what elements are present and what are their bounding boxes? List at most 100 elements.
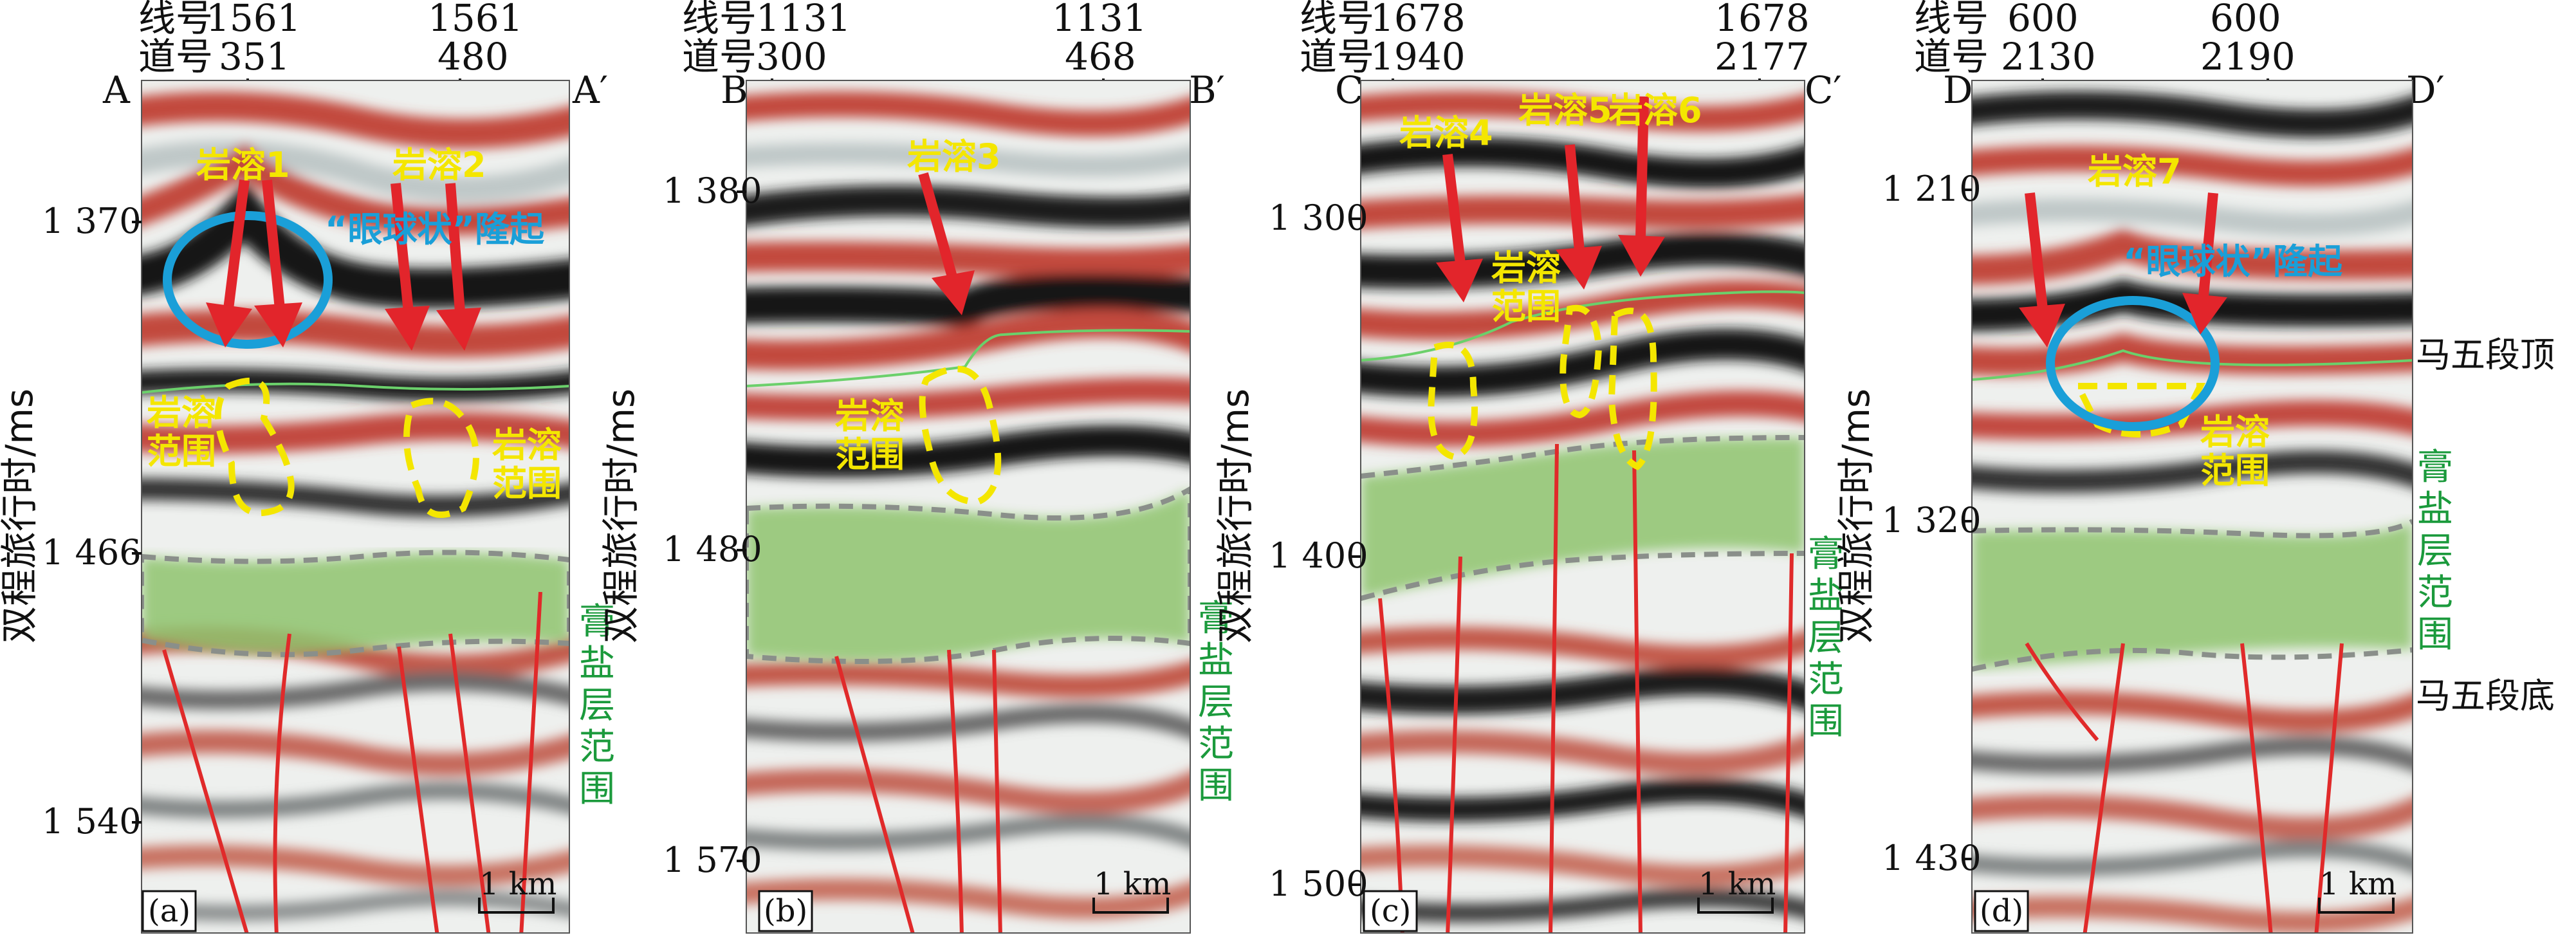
panel-a-line-label: 线号 [138,0,213,40]
panel-c-ytick-2: 1 500 [1269,864,1368,904]
svg-text:范: 范 [2417,572,2453,614]
panel-b-ytick-0: 1 380 [663,171,762,211]
svg-text:盐: 盐 [2417,488,2453,530]
panel-a-extent-1-line1: 岩溶 [147,392,216,433]
panel-d-trace-right: 2190 [2200,35,2295,78]
panel-d-line-left: 600 [2007,0,2079,40]
panel-b-trace-left: 300 [756,35,827,78]
svg-text:1 km: 1 km [479,866,557,902]
panel-c-karst-5: 岩溶5 [1518,90,1612,131]
panel-a-end-right: A′ [572,68,608,112]
panel-c-ytick-1: 1 400 [1269,535,1368,576]
panel-c-trace-left: 1940 [1370,35,1466,78]
seismic-figure: 线号 1561 1561 道号 351 480 A A′ [0,0,2576,942]
panel-d-seismic: 岩溶7 “眼球状”隆起 岩溶 范围 1 km [1959,80,2425,936]
panel-b-label: (b) [764,893,807,929]
svg-text:盐: 盐 [579,643,615,685]
panel-a-line-right: 1561 [428,0,523,40]
svg-text:层: 层 [579,685,615,726]
panel-c-y-title: 双程旅行时/ms [1213,389,1257,643]
panel-c-end-left: C [1335,68,1363,112]
panel-d-y-axis: 1 210 1 320 1 430 双程旅行时/ms [1834,169,1982,878]
svg-text:1 km: 1 km [1094,866,1171,902]
panel-a-trace-label: 道号 [138,35,213,78]
panel-c-karst-4: 岩溶4 [1399,113,1493,153]
panel-a-ytick-2: 1 540 [42,801,142,842]
panel-b-extent-line1: 岩溶 [835,396,905,436]
panel-a-y-axis: 1 370 1 466 1 540 双程旅行时/ms [0,201,142,842]
panel-a-y-title: 双程旅行时/ms [0,389,41,643]
panel-d-ytick-2: 1 430 [1882,838,1982,878]
panel-b-line-left: 1131 [756,0,851,40]
panel-a-line-left: 1561 [206,0,301,40]
panel-d-line-label: 线号 [1914,0,1989,40]
panel-c-y-axis: 1 300 1 400 1 500 双程旅行时/ms [1213,198,1368,904]
panel-c-line-right: 1678 [1715,0,1810,40]
panel-d-gypsum-label: 膏盐 层范 围 [2417,447,2453,656]
svg-text:1 km: 1 km [1698,866,1776,902]
panel-c-extent-line2: 范围 [1491,286,1561,327]
panel-c-seismic: 岩溶4 岩溶5 岩溶6 岩溶 范围 1 km [1348,80,1821,936]
panel-a-label: (a) [148,893,190,929]
svg-text:层: 层 [1198,681,1234,723]
panel-b-end-left: B [721,68,748,112]
panel-d-end-left: D [1943,68,1973,112]
panel-b-y-axis: 1 380 1 480 1 570 双程旅行时/ms [599,171,762,880]
panel-c-ytick-0: 1 300 [1269,198,1368,238]
panel-b-ytick-2: 1 570 [663,840,762,880]
panel-a-extent-2-line1: 岩溶 [492,425,562,465]
svg-text:层: 层 [2417,530,2453,572]
panel-a-seismic: 岩溶1 岩溶2 “眼球状”隆起 岩溶 范围 岩溶 范围 1 km [129,80,592,936]
panel-b-extent-line2: 范围 [835,434,905,475]
panel-c: 线号 1678 1678 道号 1940 2177 C C′ [1213,0,1844,936]
panel-c-line-label: 线号 [1300,0,1374,40]
svg-text:范: 范 [1198,723,1234,765]
panel-d-karst-7: 岩溶7 [2088,151,2182,192]
panel-a-trace-left: 351 [219,35,290,78]
panel-b-seismic: 岩溶3 岩溶 范围 1 km [733,80,1203,936]
panel-d-ytick-0: 1 210 [1882,169,1982,209]
panel-a-bulge-label: “眼球状”隆起 [325,209,545,250]
panel-a-end-left: A [102,68,131,112]
panel-d: 线号 600 600 道号 2130 2190 D D′ [1834,0,2555,936]
panel-c-label: (c) [1370,893,1411,929]
panel-b-ytick-1: 1 480 [663,529,762,569]
svg-text:围: 围 [1198,765,1234,807]
panel-a: 线号 1561 1561 道号 351 480 A A′ [0,0,615,936]
svg-text:范: 范 [579,726,615,768]
panel-a-ytick-1: 1 466 [42,532,142,573]
panel-d-y-title: 双程旅行时/ms [1834,389,1878,643]
figure-canvas: 线号 1561 1561 道号 351 480 A A′ [0,0,2576,942]
panel-b-y-title: 双程旅行时/ms [599,389,643,643]
panel-a-ytick-0: 1 370 [42,201,142,241]
panel-a-karst-1: 岩溶1 [196,145,290,185]
panel-b-line-right: 1131 [1052,0,1147,40]
panel-d-horizon-top: 马五段顶 [2416,335,2555,375]
svg-text:1 km: 1 km [2319,866,2397,902]
svg-text:围: 围 [579,768,615,810]
panel-a-trace-right: 480 [437,35,509,78]
panel-b-end-right: B′ [1189,68,1225,112]
svg-text:盐: 盐 [1198,640,1234,681]
panel-b-karst-3: 岩溶3 [907,136,1001,177]
panel-d-label: (d) [1980,893,2023,929]
panel-d-trace-left: 2130 [2001,35,2096,78]
panel-b-trace-right: 468 [1065,35,1136,78]
panel-d-bulge-label: “眼球状”隆起 [2123,241,2343,282]
svg-text:膏: 膏 [2417,447,2453,488]
svg-text:围: 围 [2417,614,2453,656]
panel-b: 线号 1131 1131 道号 300 468 B B′ [599,0,1234,936]
panel-c-end-right: C′ [1805,68,1842,112]
svg-text:围: 围 [1808,701,1844,743]
panel-d-line-right: 600 [2210,0,2281,40]
panel-d-extent-line2: 范围 [2200,450,2270,491]
panel-a-karst-2: 岩溶2 [392,145,486,185]
panel-a-extent-1-line2: 范围 [147,431,216,472]
svg-text:范: 范 [1808,659,1844,701]
panel-b-line-label: 线号 [682,0,757,40]
panel-c-karst-6: 岩溶6 [1608,90,1702,131]
panel-d-ytick-1: 1 320 [1882,500,1982,540]
panel-c-extent-line1: 岩溶 [1491,248,1561,288]
panel-d-horizon-bottom: 马五段底 [2416,676,2555,716]
panel-c-line-left: 1678 [1370,0,1466,40]
